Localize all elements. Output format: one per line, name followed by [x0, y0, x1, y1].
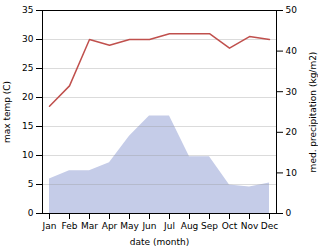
svg-text:Jan: Jan: [42, 221, 57, 231]
svg-text:Nov: Nov: [241, 221, 259, 231]
svg-text:20: 20: [286, 127, 298, 137]
svg-text:Jul: Jul: [163, 221, 175, 231]
svg-text:Mar: Mar: [81, 221, 98, 231]
svg-text:15: 15: [22, 121, 33, 131]
svg-text:max temp (C): max temp (C): [2, 81, 12, 143]
svg-text:0: 0: [28, 208, 34, 218]
svg-text:5: 5: [28, 179, 34, 189]
svg-text:Aug: Aug: [181, 221, 199, 231]
svg-text:Feb: Feb: [62, 221, 78, 231]
svg-text:50: 50: [286, 5, 298, 15]
svg-text:Sep: Sep: [201, 221, 218, 231]
svg-text:0: 0: [286, 208, 292, 218]
svg-text:May: May: [120, 221, 139, 231]
svg-text:Dec: Dec: [261, 221, 278, 231]
svg-text:40: 40: [286, 46, 298, 56]
svg-text:Jun: Jun: [141, 221, 156, 231]
svg-text:25: 25: [22, 63, 33, 73]
svg-text:35: 35: [22, 5, 33, 15]
svg-text:30: 30: [286, 87, 298, 97]
svg-text:30: 30: [22, 34, 34, 44]
svg-text:med. precipitation (kg/m2): med. precipitation (kg/m2): [308, 52, 318, 173]
svg-text:10: 10: [286, 168, 298, 178]
svg-text:Apr: Apr: [102, 221, 118, 231]
svg-text:10: 10: [22, 150, 34, 160]
svg-text:Oct: Oct: [222, 221, 238, 231]
svg-text:date (month): date (month): [130, 237, 189, 247]
svg-text:20: 20: [22, 92, 34, 102]
